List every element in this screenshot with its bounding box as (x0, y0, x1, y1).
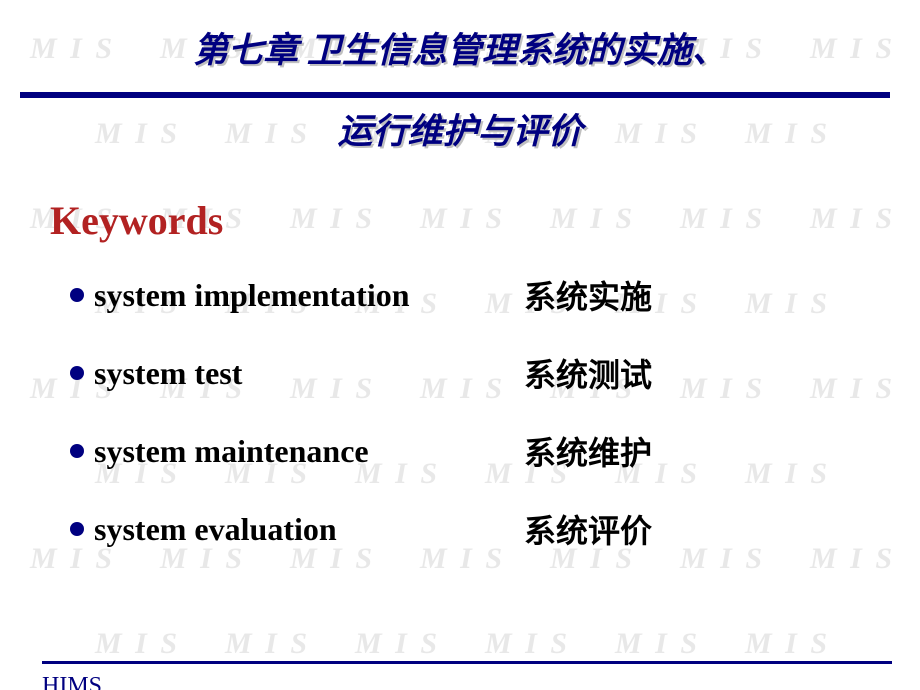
keyword-zh: 系统测试 (524, 350, 652, 396)
keyword-en: system maintenance (94, 433, 524, 470)
keyword-en: system evaluation (94, 511, 524, 548)
keyword-zh: 系统实施 (524, 272, 652, 318)
slide-content: 第七章 卫生信息管理系统的实施、 运行维护与评价 Keywords system… (0, 22, 920, 690)
bullet-icon (70, 288, 84, 302)
keywords-list: system implementation 系统实施 system test 系… (70, 272, 870, 584)
keyword-en: system implementation (94, 277, 524, 314)
footer-text: HIMS (42, 673, 102, 690)
slide-title-line1: 第七章 卫生信息管理系统的实施、 (0, 22, 920, 73)
title-underline-rule (20, 92, 890, 98)
bullet-icon (70, 444, 84, 458)
keyword-en: system test (94, 355, 524, 392)
keywords-heading: Keywords (50, 197, 223, 244)
keyword-row: system maintenance 系统维护 (70, 428, 870, 474)
keyword-row: system test 系统测试 (70, 350, 870, 396)
keyword-zh: 系统评价 (524, 506, 652, 552)
bullet-icon (70, 522, 84, 536)
keyword-row: system evaluation 系统评价 (70, 506, 870, 552)
footer-rule (42, 661, 892, 664)
keyword-row: system implementation 系统实施 (70, 272, 870, 318)
bullet-icon (70, 366, 84, 380)
slide-title-line2: 运行维护与评价 (0, 103, 920, 154)
keyword-zh: 系统维护 (524, 428, 652, 474)
